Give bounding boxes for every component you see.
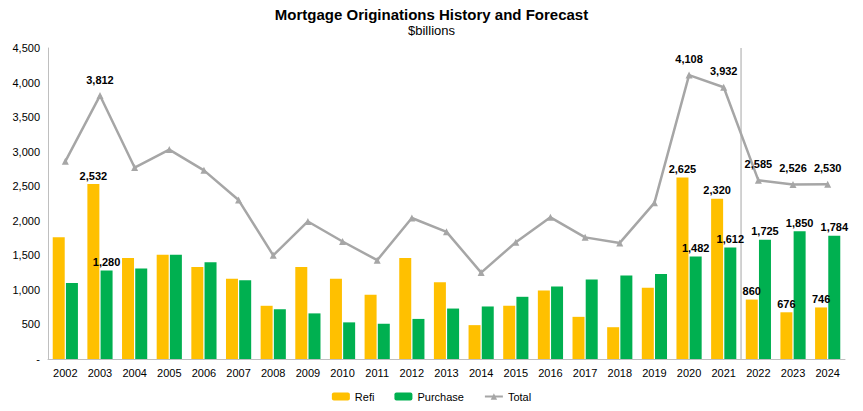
svg-text:4,108: 4,108 [675, 53, 703, 65]
svg-text:2019: 2019 [642, 367, 666, 379]
svg-text:2009: 2009 [296, 367, 320, 379]
svg-text:2,000: 2,000 [12, 215, 40, 227]
svg-text:2013: 2013 [434, 367, 458, 379]
svg-text:2005: 2005 [157, 367, 181, 379]
svg-text:2010: 2010 [330, 367, 354, 379]
svg-text:1,850: 1,850 [786, 217, 814, 229]
svg-text:2015: 2015 [504, 367, 528, 379]
svg-text:500: 500 [22, 318, 40, 330]
svg-text:2,500: 2,500 [12, 180, 40, 192]
svg-text:3,000: 3,000 [12, 146, 40, 158]
svg-text:2006: 2006 [192, 367, 216, 379]
svg-text:2002: 2002 [53, 367, 77, 379]
svg-text:3,500: 3,500 [12, 111, 40, 123]
svg-text:2017: 2017 [573, 367, 597, 379]
svg-text:746: 746 [812, 293, 830, 305]
svg-text:2007: 2007 [226, 367, 250, 379]
svg-text:1,482: 1,482 [682, 242, 710, 254]
svg-text:1,000: 1,000 [12, 284, 40, 296]
svg-text:1,612: 1,612 [717, 233, 745, 245]
svg-text:Total: Total [508, 391, 531, 403]
svg-text:1,280: 1,280 [93, 256, 121, 268]
svg-text:-: - [36, 353, 40, 365]
svg-text:2014: 2014 [469, 367, 493, 379]
svg-text:4,000: 4,000 [12, 77, 40, 89]
svg-text:2023: 2023 [781, 367, 805, 379]
svg-text:1,784: 1,784 [821, 221, 849, 233]
svg-text:Refi: Refi [355, 391, 375, 403]
svg-text:2008: 2008 [261, 367, 285, 379]
svg-text:2024: 2024 [815, 367, 839, 379]
svg-text:2012: 2012 [400, 367, 424, 379]
svg-text:3,932: 3,932 [710, 65, 738, 77]
svg-text:676: 676 [777, 298, 795, 310]
svg-text:2020: 2020 [677, 367, 701, 379]
svg-text:1,725: 1,725 [751, 225, 779, 237]
svg-text:2021: 2021 [711, 367, 735, 379]
svg-text:2018: 2018 [608, 367, 632, 379]
svg-text:2,320: 2,320 [703, 184, 731, 196]
svg-text:Mortgage Originations History: Mortgage Originations History and Foreca… [275, 6, 588, 23]
svg-text:Purchase: Purchase [417, 391, 463, 403]
svg-text:2,530: 2,530 [814, 162, 842, 174]
svg-text:2,532: 2,532 [80, 170, 108, 182]
svg-text:2004: 2004 [122, 367, 146, 379]
svg-text:860: 860 [743, 285, 761, 297]
svg-text:2,585: 2,585 [745, 158, 773, 170]
svg-text:1,500: 1,500 [12, 249, 40, 261]
svg-text:2003: 2003 [88, 367, 112, 379]
svg-text:2011: 2011 [365, 367, 389, 379]
svg-text:3,812: 3,812 [86, 74, 114, 86]
svg-text:2016: 2016 [538, 367, 562, 379]
svg-text:2,526: 2,526 [779, 162, 807, 174]
svg-text:$billions: $billions [408, 23, 455, 38]
svg-text:2022: 2022 [746, 367, 770, 379]
svg-text:2,625: 2,625 [669, 163, 697, 175]
svg-text:4,500: 4,500 [12, 42, 40, 54]
